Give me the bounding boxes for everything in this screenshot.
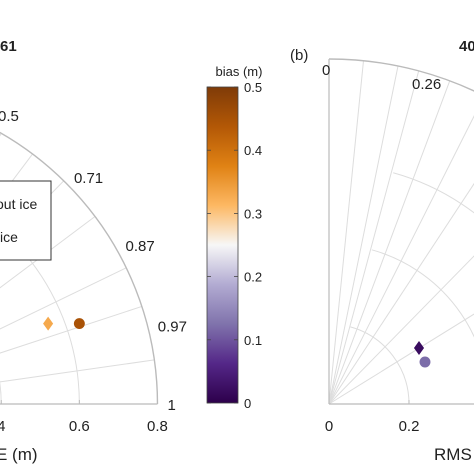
panel-a-corr-label: 0.71: [74, 170, 103, 187]
colorbar-title: bias (m): [216, 64, 263, 79]
panel-a-std-arc: [0, 381, 2, 405]
panel-a-points: [43, 316, 85, 331]
panel-b-std-arc: [350, 326, 410, 405]
panel-a-corr-ray: [0, 133, 2, 137]
panel-a-x-tick-label: 4: [0, 418, 5, 435]
panel-a-corr-ray: [0, 359, 155, 383]
panel-a: 61 0.5 0.71 0.87 0.97 1 4 0.6 0.8 E (m) out i…: [0, 38, 187, 464]
panel-a-xlabel: E (m): [0, 445, 38, 464]
colorbar-tick-label: 0.1: [244, 333, 262, 348]
panel-b-xlabel: RMS: [434, 445, 472, 464]
panel-a-point-diamond: [43, 316, 54, 331]
panel-b-points: [413, 341, 431, 368]
panel-a-corr-ray: [0, 267, 127, 330]
panel-b-label: (b): [290, 47, 308, 64]
legend-box: [0, 180, 52, 261]
panel-a-x-tick-label: 0.8: [147, 418, 168, 435]
panel-b-outer-arc: [328, 58, 474, 92]
panel-a-x-ticks: 4 0.6 0.8: [0, 418, 168, 435]
panel-b-title: 40: [459, 38, 474, 55]
panel-b-x-ticks: 0 0.2: [325, 418, 420, 435]
colorbar-tick-label: 0: [244, 396, 251, 411]
panel-b-corr-ray: [328, 80, 451, 405]
colorbar-gradient: [206, 86, 239, 404]
panel-b-corr-ray: [328, 65, 399, 405]
panel-b-corr-label-0: 0.26: [412, 76, 441, 93]
panel-b-corr-ray: [328, 115, 474, 405]
panel-b: (b) 40 0 0.26 0 0.2 RMS: [290, 38, 474, 464]
colorbar-tick-label: 0.3: [244, 206, 262, 221]
panel-b-corr-ray: [328, 313, 474, 405]
colorbar: bias (m) 0 0.1 0.2 0.3 0.4 0.5: [206, 64, 263, 411]
panel-a-corr-label: 1: [167, 397, 175, 414]
panel-b-corr-ray: [328, 70, 420, 405]
panel-b-corr-label-top: 0: [322, 62, 330, 79]
panel-a-outer-arc: [0, 131, 159, 405]
panel-a-corr-label-top: 0.5: [0, 108, 19, 125]
panel-a-corr-label: 0.97: [158, 319, 187, 336]
panel-a-title: 61: [0, 38, 17, 55]
panel-b-x-tick-label: 0: [325, 418, 333, 435]
panel-b-corr-ray: [328, 182, 474, 405]
legend-entry-diamond: out ice: [0, 196, 37, 212]
panel-a-corr-ray: [0, 305, 143, 354]
legend: out ice ice: [0, 180, 52, 261]
colorbar-tick-label: 0.2: [244, 270, 262, 285]
panel-a-corr-ray: [0, 216, 96, 289]
panel-b-corr-ray: [328, 255, 474, 405]
panel-b-grid: [328, 58, 474, 405]
panel-b-std-arc: [393, 172, 474, 214]
panel-b-point-diamond: [413, 341, 425, 355]
legend-entry-circle: ice: [0, 229, 18, 245]
panel-a-corr-labels: 0.71 0.87 0.97 1: [74, 170, 187, 414]
panel-a-corr-label: 0.87: [126, 238, 155, 255]
panel-a-x-tick-label: 0.6: [69, 418, 90, 435]
colorbar-tick-label: 0.4: [244, 143, 262, 158]
panel-b-x-tick-label: 0.2: [399, 418, 420, 435]
panel-a-point-circle: [73, 318, 85, 330]
colorbar-ticks: 0 0.1 0.2 0.3 0.4 0.5: [207, 80, 262, 411]
colorbar-tick-label: 0.5: [244, 80, 262, 95]
panel-b-point-circle: [419, 356, 431, 368]
panel-b-std-arc: [371, 249, 474, 338]
panel-b-corr-ray: [328, 60, 364, 405]
